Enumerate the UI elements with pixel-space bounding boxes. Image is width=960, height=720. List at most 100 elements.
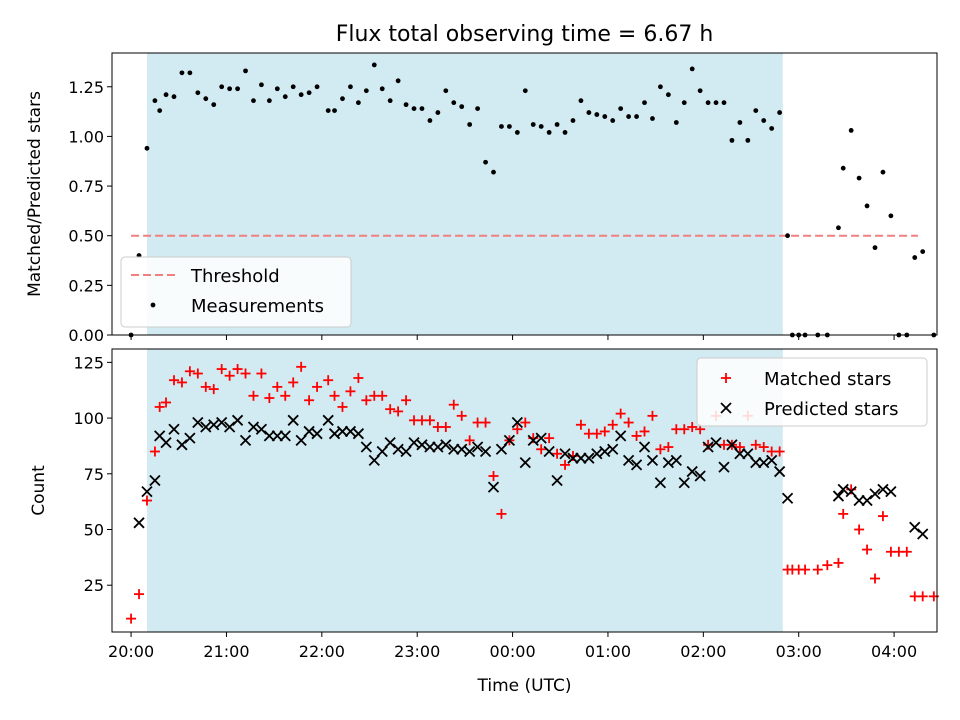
legend-matched-swatch: [721, 373, 731, 383]
cross-b: [630, 459, 643, 471]
cross-b: [149, 474, 161, 487]
cross-b: [384, 436, 396, 449]
predicted-star-point: [400, 445, 412, 458]
measurement-point: [211, 102, 217, 108]
measurement-point: [864, 203, 870, 209]
y-tick-label-top: 1.25: [68, 78, 104, 97]
observing-span-bottom: [146, 349, 783, 632]
measurement-point: [157, 108, 163, 113]
matched-star-point: [208, 384, 219, 395]
top-y-axis-label: Matched/Predicted stars: [25, 91, 45, 297]
cross-b: [591, 448, 603, 460]
measurement-point: [530, 122, 536, 127]
measurement-point: [187, 70, 193, 76]
bottom-y-ticks: 25 50 75 100 125: [73, 353, 112, 595]
measurement-point: [618, 106, 624, 112]
matched-star-point: [512, 424, 523, 435]
matched-star-point: [734, 442, 745, 453]
bottom-axes-frame: [111, 348, 938, 633]
top-y-ticks: 0.00 0.25 0.50 0.75 1.00 1.25: [68, 78, 112, 345]
measurement-point: [634, 114, 639, 119]
matched-star-point: [141, 495, 152, 506]
measurement-point: [371, 62, 377, 68]
measurement-point: [721, 100, 727, 106]
measurement-point: [642, 100, 647, 106]
cross-b: [720, 402, 732, 414]
bottom-y-axis-label: Count: [29, 465, 49, 516]
matched-star-point: [901, 546, 912, 557]
top-axes-frame: [111, 52, 938, 336]
cross-b: [877, 483, 889, 496]
predicted-star-point: [271, 430, 283, 442]
cross-b: [184, 432, 196, 444]
measurement-point: [459, 104, 465, 110]
measurement-point: [848, 128, 854, 133]
measurement-point: [387, 98, 393, 104]
cross-b: [535, 432, 547, 444]
matched-star-point: [877, 511, 888, 522]
cross-b: [766, 454, 778, 467]
cross-b: [702, 441, 714, 453]
matched-star-point: [599, 426, 610, 437]
cross-b: [495, 443, 508, 455]
measurement-point: [243, 68, 248, 74]
predicted-star-point: [662, 457, 674, 469]
matched-star-point: [401, 395, 412, 406]
matched-star-point: [448, 399, 459, 410]
matched-star-point: [917, 591, 928, 602]
matched-star-point: [552, 448, 563, 459]
matched-star-point: [385, 404, 396, 415]
predicted-star-point: [287, 414, 299, 426]
measurement-point: [499, 124, 504, 129]
predicted-star-point: [773, 465, 786, 478]
matched-star-point: [800, 564, 811, 575]
cross-b: [344, 425, 357, 438]
predicted-star-point: [192, 416, 204, 429]
predicted-star-point: [781, 492, 794, 504]
cross-b: [408, 436, 420, 449]
measurement-point: [729, 137, 735, 143]
x-tick-label: 20:00: [108, 642, 154, 661]
matched-star-point: [647, 410, 658, 421]
measurement-point: [179, 70, 185, 76]
measurement-point: [274, 86, 280, 92]
cross-b: [216, 416, 228, 429]
measurement-point: [219, 84, 225, 90]
measurement-point: [443, 88, 449, 94]
measurement-point: [163, 92, 169, 98]
predicted-star-point: [456, 443, 468, 455]
predicted-star-point: [646, 454, 659, 467]
measurement-point: [314, 84, 320, 90]
cross-b: [360, 441, 372, 453]
matched-star-point: [192, 368, 203, 379]
matched-star-point: [870, 573, 881, 584]
matched-star-point: [812, 564, 823, 575]
matched-star-point: [377, 390, 388, 401]
matched-star-point: [393, 406, 404, 417]
measurement-point: [658, 84, 663, 90]
measurement-point: [610, 118, 616, 123]
cross-b: [575, 452, 587, 464]
measurement-point: [777, 110, 783, 115]
cross-b: [917, 528, 929, 540]
predicted-star-point: [184, 432, 196, 444]
predicted-star-point: [575, 452, 587, 464]
y-tick-label-top: 0.00: [68, 326, 104, 345]
predicted-star-point: [670, 454, 682, 467]
matched-star-point: [607, 419, 618, 430]
cross-b: [368, 454, 380, 467]
matched-star-point: [248, 390, 259, 401]
cross-b: [853, 494, 865, 507]
matched-star-point: [424, 415, 435, 426]
matched-star-point: [176, 377, 187, 388]
predicted-star-point: [615, 430, 627, 442]
predicted-star-point: [322, 414, 334, 426]
measurement-point: [522, 88, 528, 94]
predicted-star-point: [328, 428, 341, 440]
measurement-point: [227, 86, 233, 92]
x-tick-label: 01:00: [585, 642, 631, 661]
y-tick-label-bottom: 25: [84, 576, 104, 595]
cross-b: [710, 436, 722, 449]
measurement-point: [705, 100, 711, 106]
